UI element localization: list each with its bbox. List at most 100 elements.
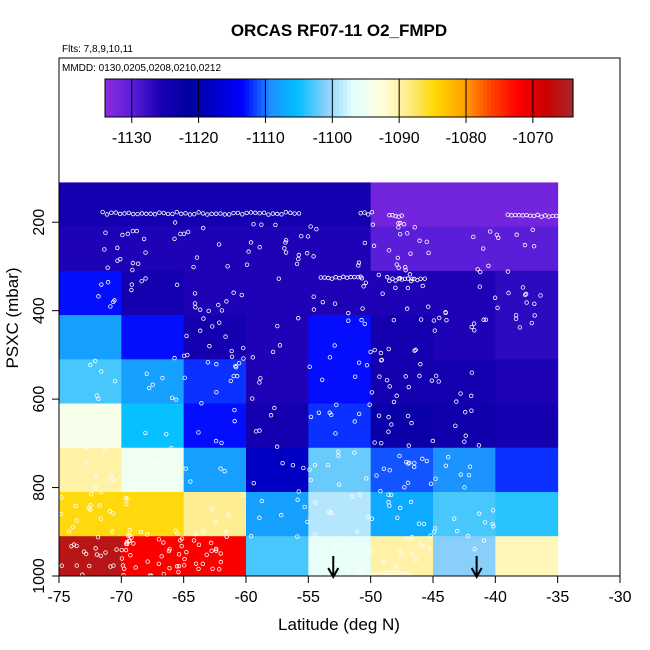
observation-point — [86, 506, 91, 511]
colorbar-segment — [105, 79, 110, 117]
observation-point — [70, 524, 76, 530]
observation-point — [311, 294, 316, 299]
colorbar-segment — [319, 79, 324, 117]
observation-point — [283, 250, 289, 255]
colorbar-segment — [241, 79, 246, 117]
colorbar-segment — [124, 79, 129, 117]
observation-point — [364, 362, 370, 368]
observation-point — [246, 249, 251, 254]
observation-point — [308, 477, 314, 483]
colorbar-segment — [132, 79, 137, 117]
observation-point — [396, 225, 401, 230]
observation-point — [403, 267, 408, 273]
heatmap-cell — [246, 403, 309, 449]
observation-point — [279, 513, 284, 518]
observation-point — [187, 212, 193, 217]
observation-point — [118, 256, 123, 262]
observation-point — [475, 267, 480, 272]
observation-point — [390, 276, 395, 281]
observation-point — [174, 282, 180, 288]
observation-point — [529, 320, 534, 326]
observation-point — [393, 570, 398, 575]
observation-point — [420, 543, 425, 549]
colorbar-segment — [140, 79, 145, 117]
observation-point — [232, 407, 237, 413]
observation-point — [397, 548, 402, 553]
observation-point — [404, 536, 409, 541]
observation-point — [469, 370, 475, 375]
observation-point — [114, 547, 119, 552]
colorbar-segment — [514, 79, 519, 117]
observation-point — [462, 485, 467, 490]
observation-point — [96, 294, 101, 299]
observation-point — [250, 396, 255, 401]
observation-point — [182, 556, 187, 562]
colorbar-segment — [315, 79, 321, 117]
observation-point — [96, 405, 101, 410]
observation-point — [356, 411, 362, 417]
observation-point — [170, 449, 175, 454]
observation-point — [178, 211, 184, 217]
observation-point — [161, 210, 166, 216]
observation-point — [194, 255, 200, 260]
observation-point — [378, 440, 384, 446]
observation-point — [251, 221, 256, 227]
observation-point — [305, 234, 311, 239]
observation-point — [103, 448, 108, 453]
observation-point — [332, 301, 338, 306]
observation-point — [316, 410, 322, 415]
colorbar-segment — [397, 79, 402, 117]
observation-point — [129, 467, 134, 473]
observation-point — [362, 321, 367, 327]
observation-point — [143, 250, 148, 255]
colorbar-segment — [225, 79, 231, 117]
colorbar-segment — [296, 79, 301, 117]
observation-point — [181, 353, 187, 359]
observation-point — [356, 263, 361, 268]
observation-point — [314, 227, 319, 232]
observation-point — [428, 481, 434, 487]
colorbar-segment — [257, 79, 262, 117]
observation-point — [307, 467, 312, 472]
observation-point — [93, 474, 98, 480]
observation-point — [219, 308, 225, 313]
observation-point — [184, 333, 189, 339]
colorbar-tick-label: -1120 — [179, 130, 219, 147]
observation-point — [131, 541, 136, 546]
observation-point — [107, 508, 113, 514]
colorbar-segment — [409, 79, 414, 117]
observation-point — [410, 551, 415, 557]
heatmap-cell — [308, 536, 372, 577]
observation-point — [98, 553, 103, 558]
observation-point — [384, 274, 390, 280]
observation-point — [83, 551, 89, 557]
observation-point — [218, 551, 223, 556]
heatmap-cell — [183, 447, 247, 493]
observation-point — [125, 533, 131, 538]
observation-point — [128, 553, 133, 558]
observation-point — [404, 306, 410, 311]
observation-point — [196, 566, 201, 572]
x-tick-label: -60 — [234, 589, 257, 606]
heatmap-cell — [433, 270, 496, 316]
colorbar-segment — [229, 79, 235, 117]
colorbar-segment — [417, 79, 422, 117]
observation-point — [386, 429, 391, 434]
observation-point — [486, 263, 491, 269]
colorbar-segment — [541, 79, 547, 117]
colorbar-segment — [374, 79, 379, 117]
observation-point — [312, 532, 318, 537]
colorbar-segment — [163, 79, 168, 117]
colorbar-segment — [366, 79, 371, 117]
colorbar-segment — [151, 79, 157, 117]
heatmap-cells — [59, 182, 559, 577]
observation-point — [362, 240, 368, 246]
observation-point — [352, 450, 357, 455]
observation-point — [152, 212, 158, 217]
observation-point — [92, 358, 98, 364]
observation-point — [339, 542, 344, 547]
observation-point — [420, 456, 425, 462]
observation-point — [386, 414, 391, 420]
observation-point — [513, 316, 519, 322]
observation-point — [108, 304, 113, 309]
